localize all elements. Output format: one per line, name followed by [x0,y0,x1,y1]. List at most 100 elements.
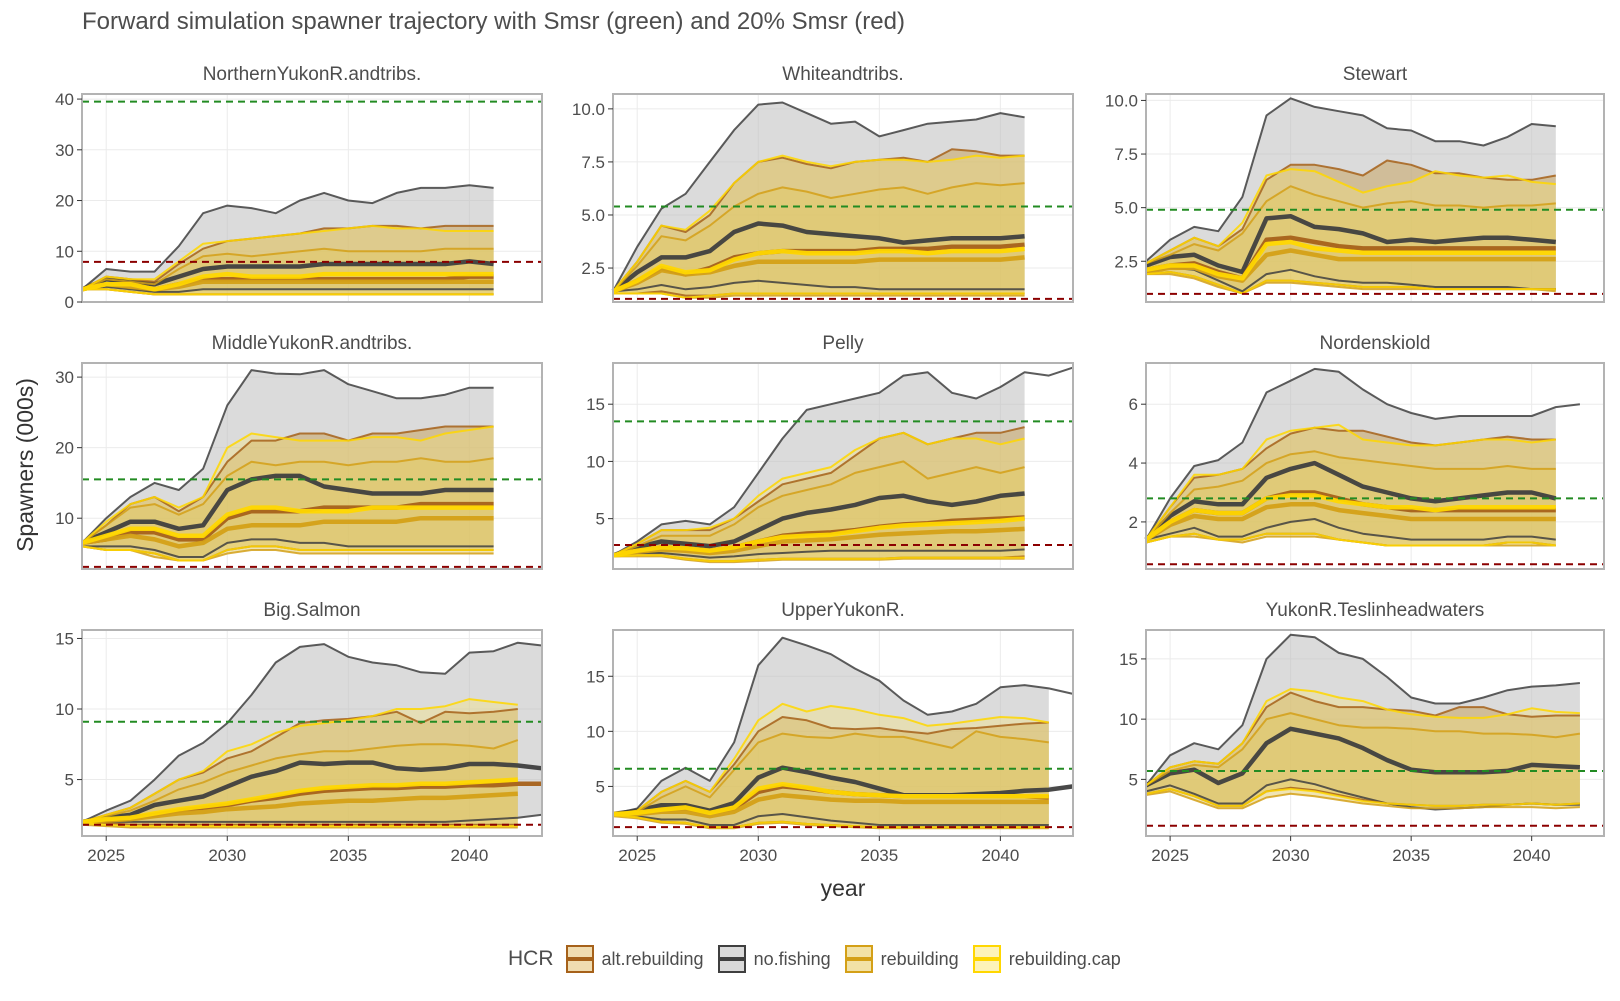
panel-border [1145,93,1605,303]
upper-line-rebuilding-cap [81,425,494,544]
y-tick-label: 5 [596,510,605,529]
y-tick-label: 15 [55,629,74,648]
median-line-rebuilding [613,792,1049,819]
x-tick-label: 2035 [1392,846,1430,865]
y-tick-label: 7.5 [1114,145,1138,164]
y-tick-label: 10 [55,509,74,528]
lower-line-rebuilding [81,823,518,829]
legend-item-rebuilding-cap: rebuilding.cap [972,945,1121,973]
median-line-rebuilding-cap [1145,239,1556,281]
lower-line-no-fishing [81,285,494,293]
median-line-rebuilding [81,791,518,825]
lower-line-rebuilding-cap [81,822,518,828]
median-line-rebuilding [612,526,1025,558]
median-line-rebuilding-cap [612,246,1025,294]
chart-title: Forward simulation spawner trajectory wi… [82,8,905,35]
upper-line-rebuilding-cap [612,702,1049,815]
upper-line-rebuilding [612,460,1025,557]
upper-line-rebuilding-cap [1145,423,1556,541]
lower-line-no-fishing [1145,266,1556,293]
lower-line-rebuilding [81,545,494,562]
median-line-no-fishing [612,491,1025,558]
panel-border [81,362,543,570]
upper-line-no-fishing [1145,367,1581,541]
facet-panel: YukonR.Teslinheadwaters 5 10 15 2025 2030 2035… [1119,600,1605,865]
panel-border [1145,629,1605,837]
legend-key-rebuilding [844,945,873,973]
y-tick-label: 5.0 [581,206,605,225]
median-line-rebuilding-cap [1144,493,1556,542]
median-line-rebuilding-cap [612,781,1049,817]
y-tick-label: 10 [1119,710,1138,729]
facet-panel: UpperYukonR. 5 10 15 2025 2030 2035 2040 [586,600,1074,865]
median-line-no-fishing [1145,213,1557,275]
facet-strip-label: NorthernYukonR.andtribs. [203,64,422,85]
lower-line-no-fishing [612,279,1025,293]
legend-item-rebuilding: rebuilding [844,945,959,973]
upper-line-no-fishing [612,366,1074,557]
upper-line-rebuilding-cap [612,431,1025,557]
legend-label-rebuilding-cap: rebuilding.cap [1008,948,1121,969]
legend-label-no-fishing: no.fishing [753,948,831,969]
median-line-rebuilding [81,515,494,549]
lower-line-rebuilding-cap [1145,788,1580,807]
legend-item-alt-rebuilding: alt.rebuilding [565,945,704,973]
y-tick-label: 2.5 [581,259,605,278]
x-tick-label: 2035 [860,846,898,865]
facet-strip-label: Pelly [822,333,864,354]
upper-line-rebuilding-cap [1145,688,1580,787]
upper-line-no-fishing [1145,97,1556,263]
panel-border [1145,362,1605,570]
y-tick-label: 10 [586,722,605,741]
panel-border [81,629,543,837]
y-tick-label: 5 [65,771,74,790]
facet-strip-label: Stewart [1343,64,1408,85]
ribbon-no-fishing [613,372,1025,558]
legend-key-rebuilding-cap [972,945,1001,973]
x-tick-label: 2025 [1151,846,1189,865]
ribbon-no-fishing [1146,98,1556,292]
y-tick-label: 10 [55,700,74,719]
legend-key-alt-rebuilding [565,945,594,973]
panel-border [612,93,1074,303]
y-tick-label: 30 [55,141,74,160]
y-tick-label: 0 [65,293,74,312]
ribbon-rebuilding-cap [613,155,1025,298]
upper-line-rebuilding [81,457,494,544]
median-line-rebuilding-cap [81,271,494,292]
facet-strip-label: Nordenskiold [1320,333,1431,354]
ribbon-rebuilding-cap [613,432,1025,561]
upper-line-rebuilding [81,247,494,291]
upper-line-no-fishing [81,641,543,823]
lower-line-no-fishing [612,548,1025,559]
ribbon-no-fishing [1146,634,1580,810]
median-line-no-fishing [1144,460,1557,542]
legend-label-rebuilding: rebuilding [880,948,959,969]
legend-title: HCR [508,947,554,970]
legend-label-alt-rebuilding: alt.rebuilding [601,948,704,969]
x-tick-label: 2030 [739,846,777,865]
y-tick-label: 4 [1129,454,1138,473]
ribbon-alt-rebuilding [82,709,518,825]
lower-line-rebuilding-cap [82,288,494,296]
facet-panel: Stewart 2.5 5.0 7.5 10.0 [1105,64,1605,303]
median-line-rebuilding-cap [81,505,494,546]
upper-line-no-fishing [81,184,494,291]
ribbon-rebuilding [1146,713,1580,809]
y-axis-title: Spawners (000s) [12,378,38,552]
facet-panel: MiddleYukonR.andtribs. 10 20 30 [55,333,543,570]
lower-line-rebuilding [1145,790,1580,810]
upper-line-alt-rebuilding [612,148,1025,293]
legend-key-no-fishing [717,945,746,973]
legend-item-no-fishing: no.fishing [717,945,831,973]
y-tick-label: 15 [586,395,605,414]
lower-line-rebuilding-cap [612,554,1025,562]
upper-line-rebuilding-cap [612,154,1025,293]
upper-line-rebuilding [612,182,1025,293]
lower-line-no-fishing [82,538,494,558]
lower-line-rebuilding-cap [81,545,494,562]
y-tick-label: 10.0 [1105,91,1138,110]
median-line-no-fishing [81,473,494,545]
upper-line-rebuilding [1145,185,1556,265]
x-tick-label: 2030 [208,846,246,865]
